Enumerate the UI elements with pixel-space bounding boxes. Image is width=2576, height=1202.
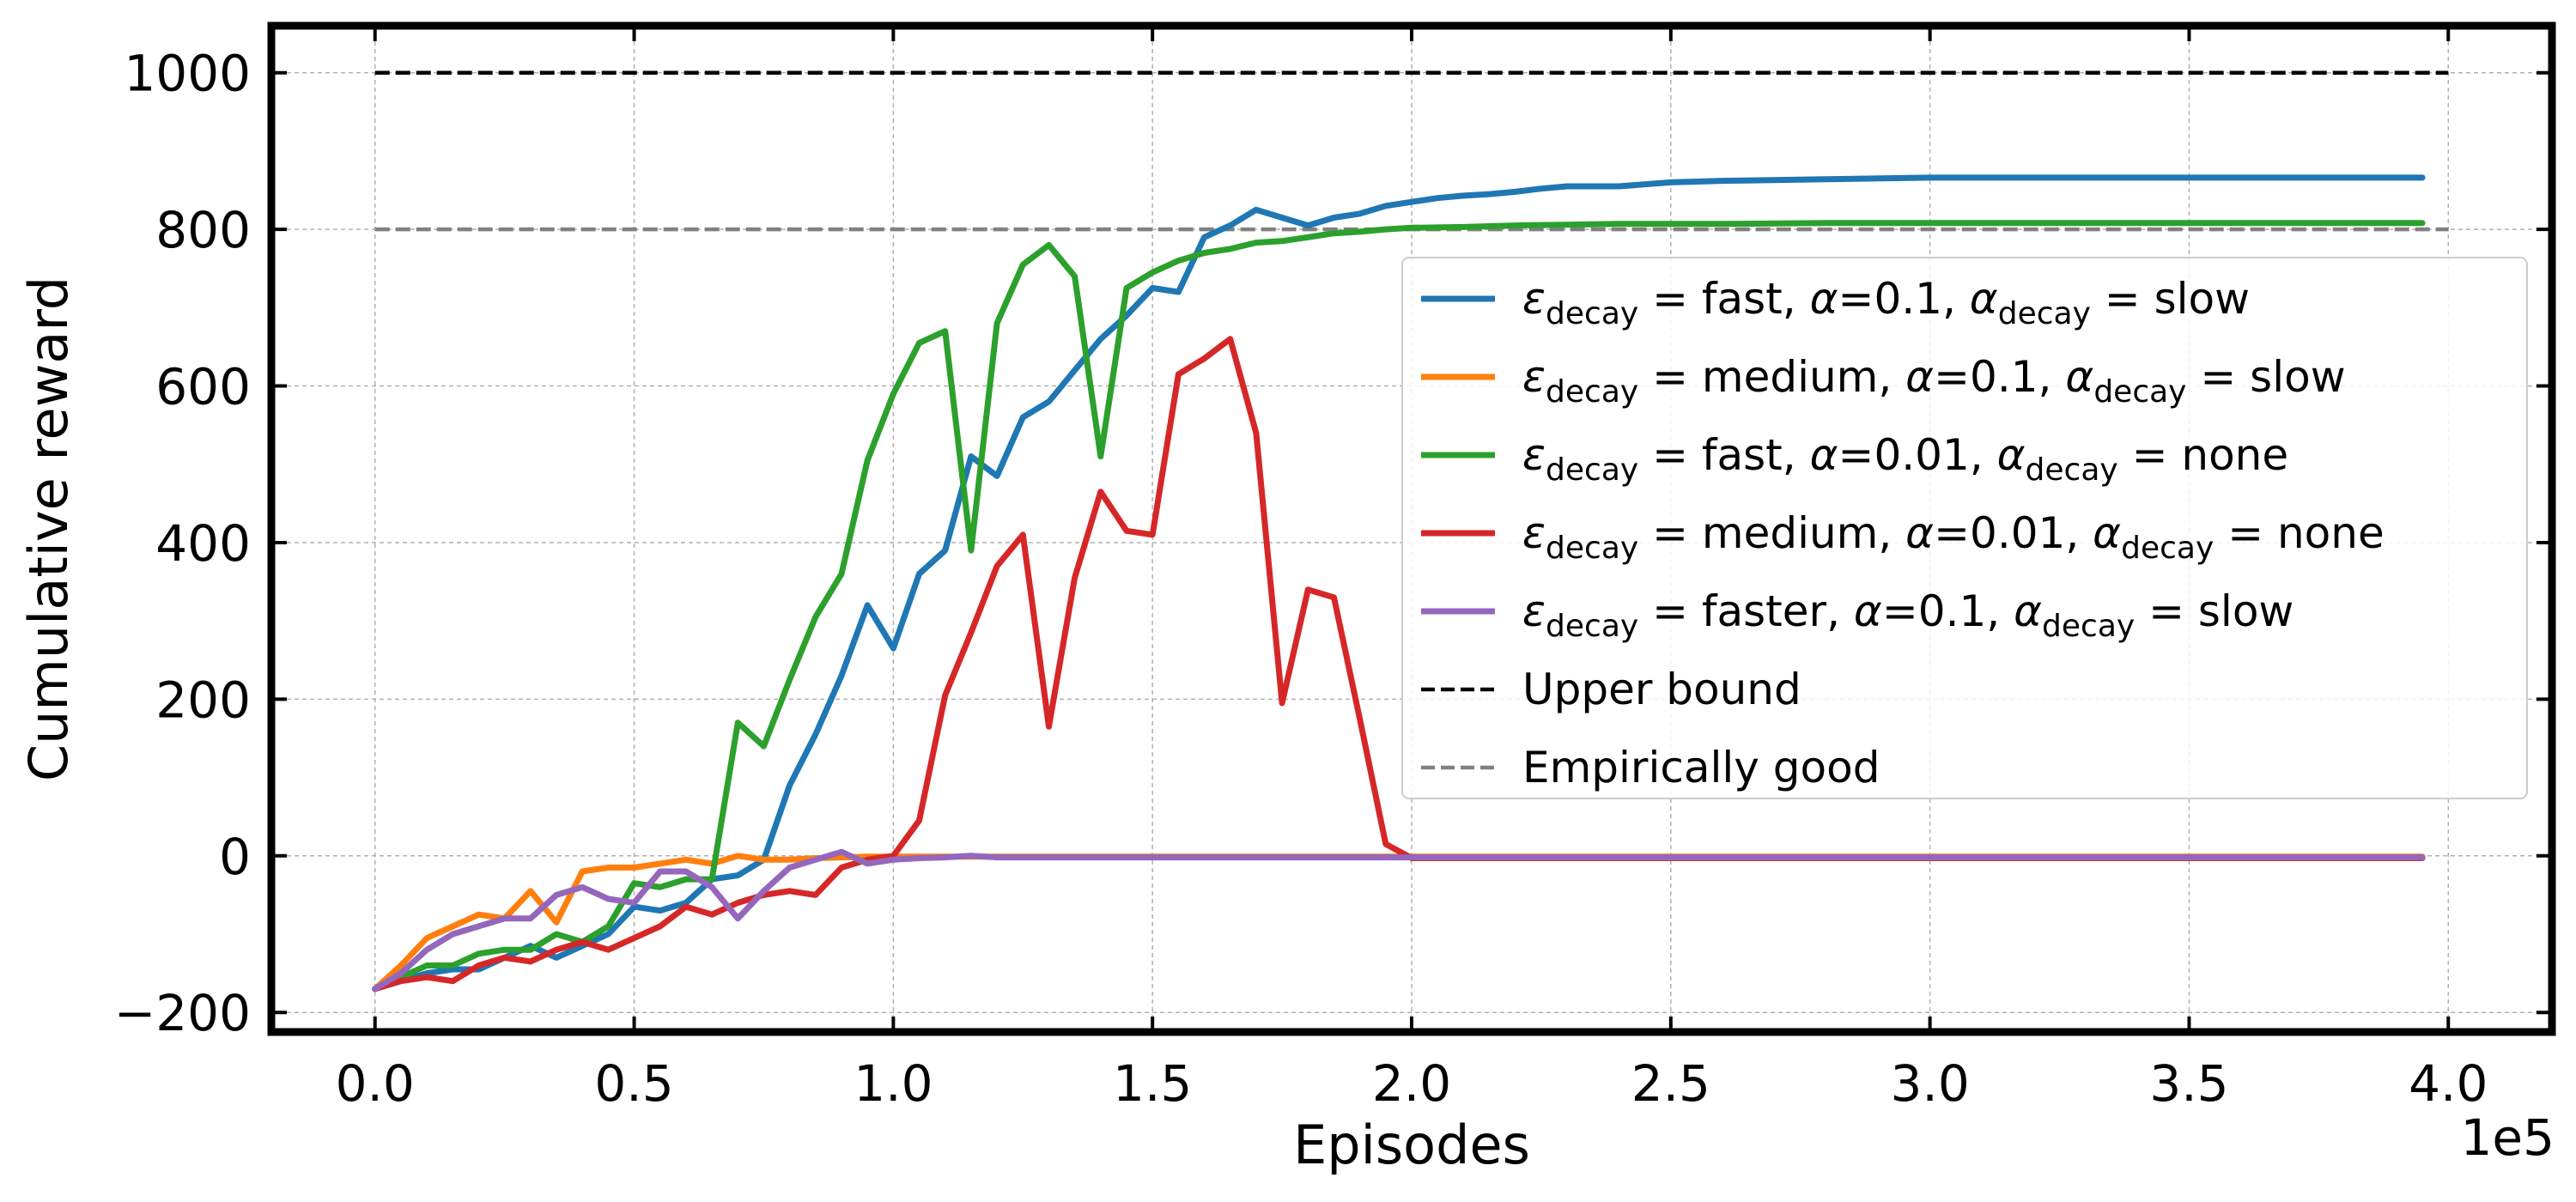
legend-entry: εdecay = fast, α=0.1, αdecay = slow xyxy=(1421,274,2250,331)
legend-label: Upper bound xyxy=(1522,665,1801,714)
legend-entry: Upper bound xyxy=(1421,665,1801,714)
legend-entry: εdecay = faster, α=0.1, αdecay = slow xyxy=(1421,586,2293,644)
series-line-3 xyxy=(372,220,2426,993)
x-tick-label: 0.5 xyxy=(594,1054,673,1113)
x-tick-label: 2.5 xyxy=(1631,1054,1710,1113)
y-tick-label: 600 xyxy=(155,358,251,416)
x-tick-label: 3.5 xyxy=(2149,1054,2228,1113)
y-tick-label: 200 xyxy=(155,671,251,729)
axis-ticks: 0.0 0.5 1.0 1.5 2.0 2.5 3.0 3.5 4.0 −200 0 200 400 60… xyxy=(114,26,2552,1113)
x-tick-label: 2.0 xyxy=(1372,1054,1451,1113)
plot-frame xyxy=(267,21,2556,1036)
legend-entry: εdecay = medium, α=0.1, αdecay = slow xyxy=(1421,352,2346,410)
legend-label: εdecay = fast, α=0.1, αdecay = slow xyxy=(1522,274,2250,331)
x-axis-offset-label: 1e5 xyxy=(2461,1108,2555,1167)
y-tick-label: −200 xyxy=(114,984,251,1042)
legend-label: εdecay = fast, α=0.01, αdecay = none xyxy=(1522,430,2288,488)
legend-entry: Empirically good xyxy=(1421,743,1880,792)
x-tick-label: 3.0 xyxy=(1891,1054,1970,1113)
y-tick-label: 0 xyxy=(219,828,251,886)
legend: εdecay = fast, α=0.1, αdecay = slow εdeca… xyxy=(1401,257,2528,799)
y-tick-label: 800 xyxy=(155,201,251,259)
series-lines xyxy=(372,174,2426,993)
legend-entry: εdecay = fast, α=0.01, αdecay = none xyxy=(1421,430,2288,488)
series-line-4 xyxy=(372,336,2426,993)
x-tick-label: 1.5 xyxy=(1113,1054,1192,1113)
legend-label: Empirically good xyxy=(1522,743,1880,792)
legend-entry: εdecay = medium, α=0.01, αdecay = none xyxy=(1421,508,2385,566)
legend-box xyxy=(1401,257,2528,799)
legend-label: εdecay = medium, α=0.1, αdecay = slow xyxy=(1522,352,2346,410)
legend-label: εdecay = medium, α=0.01, αdecay = none xyxy=(1522,508,2385,566)
legend-label: εdecay = faster, α=0.1, αdecay = slow xyxy=(1522,586,2293,644)
y-tick-label: 400 xyxy=(155,514,251,573)
x-tick-label: 0.0 xyxy=(336,1054,415,1113)
y-axis-label: Cumulative reward xyxy=(17,276,80,781)
y-tick-label: 1000 xyxy=(124,45,251,103)
x-tick-label: 4.0 xyxy=(2409,1054,2488,1113)
series-line-1 xyxy=(372,174,2426,993)
x-tick-label: 1.0 xyxy=(854,1054,933,1113)
series-line-5 xyxy=(372,848,2426,993)
series-line-2 xyxy=(372,853,2426,993)
x-axis-label: Episodes xyxy=(1293,1114,1530,1176)
